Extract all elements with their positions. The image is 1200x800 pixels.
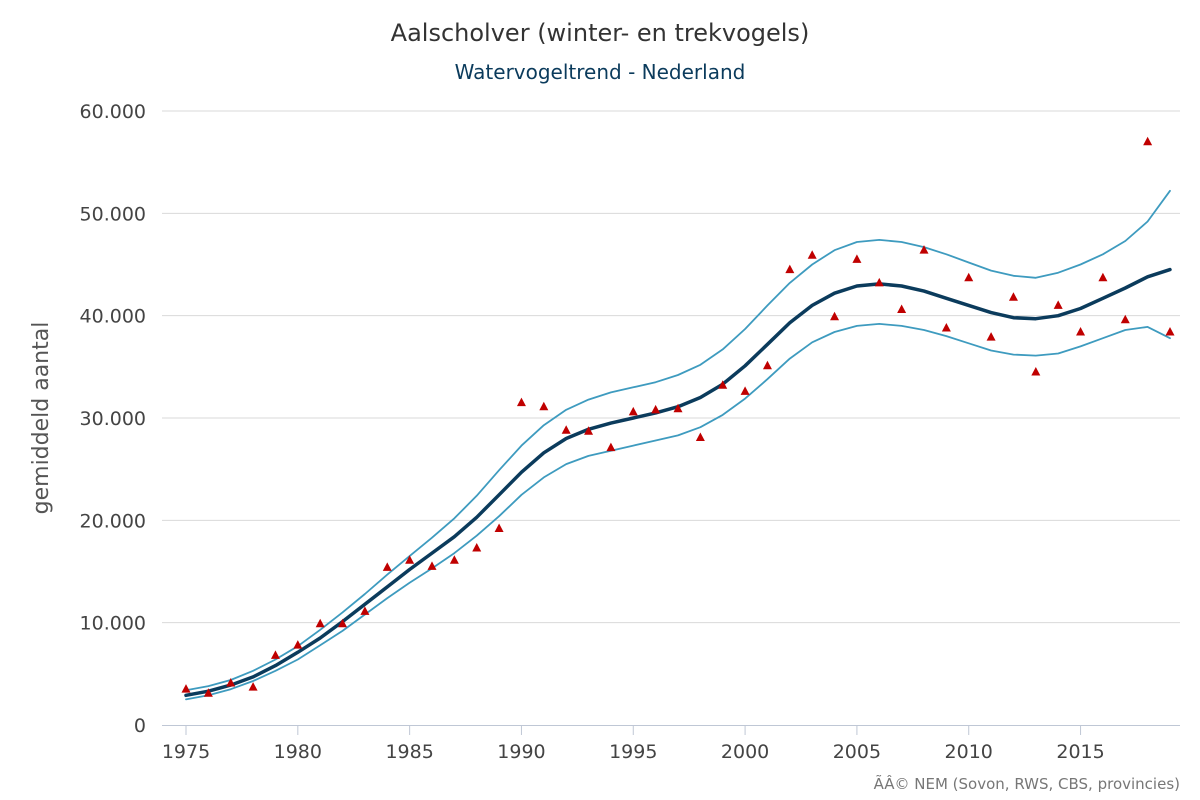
- chart-subtitle: Watervogeltrend - Nederland: [455, 60, 746, 84]
- observation-point: [293, 640, 303, 649]
- y-tick-label: 10.000: [80, 613, 146, 635]
- y-axis-tick-labels: 0 10.000 20.000 30.000 40.000 50.000 60.000: [80, 101, 146, 737]
- observation-point: [248, 682, 258, 691]
- gridlines: [162, 110, 1180, 624]
- observation-point: [561, 425, 571, 434]
- x-axis: 1975 1980 1985 1990 1995 2000 2005 2010 2015: [162, 725, 1180, 763]
- observation-point: [270, 650, 280, 659]
- observation-point: [338, 618, 348, 628]
- observation-point: [830, 311, 840, 321]
- y-tick-label: 0: [134, 715, 146, 737]
- observation-point: [785, 264, 795, 274]
- observation-point: [584, 426, 594, 435]
- observation-point: [449, 555, 459, 564]
- x-tick-label: 1980: [274, 741, 322, 763]
- y-tick-label: 30.000: [80, 408, 146, 430]
- observation-point: [606, 442, 616, 452]
- observation-point: [964, 272, 974, 282]
- observation-point: [181, 684, 191, 693]
- observation-point: [651, 404, 661, 414]
- observation-point: [673, 403, 683, 413]
- y-tick-label: 50.000: [80, 203, 146, 225]
- observation-point: [1143, 136, 1153, 146]
- observation-point: [472, 542, 482, 552]
- observation-point: [628, 406, 638, 416]
- x-tick-label: 1975: [162, 741, 210, 763]
- x-tick-label: 1985: [385, 741, 433, 763]
- confidence-lower-line: [185, 322, 1171, 701]
- observation-point: [516, 397, 526, 407]
- observation-point: [203, 688, 213, 697]
- y-tick-label: 20.000: [80, 510, 146, 532]
- x-tick-label: 2005: [833, 741, 881, 763]
- observation-point: [897, 304, 907, 314]
- y-tick-label: 60.000: [80, 101, 146, 123]
- y-tick-label: 40.000: [80, 306, 146, 328]
- observation-point: [762, 360, 772, 370]
- observation-point: [807, 250, 817, 259]
- observation-point: [1098, 272, 1108, 282]
- observation-point: [405, 555, 415, 564]
- observation-point: [919, 245, 929, 254]
- observation-point: [986, 332, 996, 341]
- credits: ÃÂ© NEM (Sovon, RWS, CBS, provincies): [874, 774, 1180, 793]
- observation-point: [718, 380, 728, 389]
- x-tick-label: 2010: [945, 741, 993, 763]
- observation-point: [1076, 327, 1086, 336]
- observation-point: [494, 523, 504, 533]
- observation-point: [1031, 366, 1041, 376]
- observation-point: [1053, 300, 1063, 309]
- observation-point: [382, 562, 392, 571]
- observation-point: [315, 618, 325, 628]
- observation-point: [740, 386, 750, 395]
- observation-point: [427, 561, 437, 570]
- observation-point: [874, 277, 884, 287]
- observation-point: [852, 254, 862, 263]
- chart-title: Aalscholver (winter- en trekvogels): [391, 19, 810, 47]
- x-tick-label: 1990: [497, 741, 545, 763]
- observation-point: [695, 432, 705, 441]
- observation-point: [226, 678, 236, 687]
- observation-point: [360, 606, 370, 615]
- confidence-upper-line: [185, 189, 1171, 692]
- observation-point: [1120, 314, 1130, 324]
- x-tick-label: 2000: [721, 741, 769, 763]
- observation-markers: [181, 136, 1175, 697]
- observation-point: [539, 401, 549, 411]
- x-tick-label: 1995: [609, 741, 657, 763]
- observation-point: [1008, 292, 1018, 301]
- trend-line: [184, 267, 1172, 698]
- x-tick-label: 2015: [1056, 741, 1104, 763]
- observation-point: [941, 322, 951, 332]
- y-axis-label: gemiddeld aantal: [29, 322, 54, 515]
- observation-point: [1165, 327, 1175, 336]
